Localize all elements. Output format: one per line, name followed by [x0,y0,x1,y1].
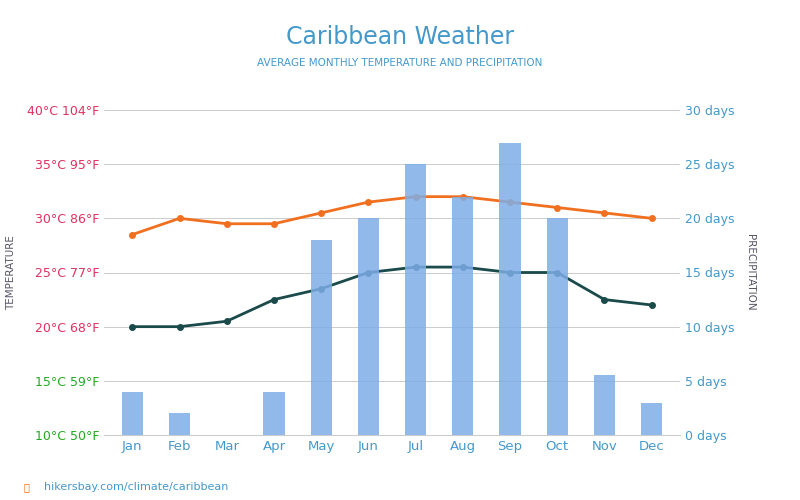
Legend: DAY, NIGHT, RAIN, SNOW: DAY, NIGHT, RAIN, SNOW [251,497,533,500]
Bar [358,218,379,435]
Y-axis label: TEMPERATURE: TEMPERATURE [6,235,16,310]
Bar [594,376,615,435]
Bar [546,218,568,435]
Text: hikersbay.com/climate/caribbean: hikersbay.com/climate/caribbean [44,482,228,492]
Bar [641,402,662,435]
Bar [122,392,143,435]
Bar [499,142,521,435]
Bar [310,240,332,435]
Text: Caribbean Weather: Caribbean Weather [286,25,514,49]
Bar [169,414,190,435]
Text: 📍: 📍 [24,482,30,492]
Bar [263,392,285,435]
Bar [452,196,474,435]
Text: AVERAGE MONTHLY TEMPERATURE AND PRECIPITATION: AVERAGE MONTHLY TEMPERATURE AND PRECIPIT… [258,58,542,68]
Y-axis label: PRECIPITATION: PRECIPITATION [745,234,755,311]
Bar [405,164,426,435]
